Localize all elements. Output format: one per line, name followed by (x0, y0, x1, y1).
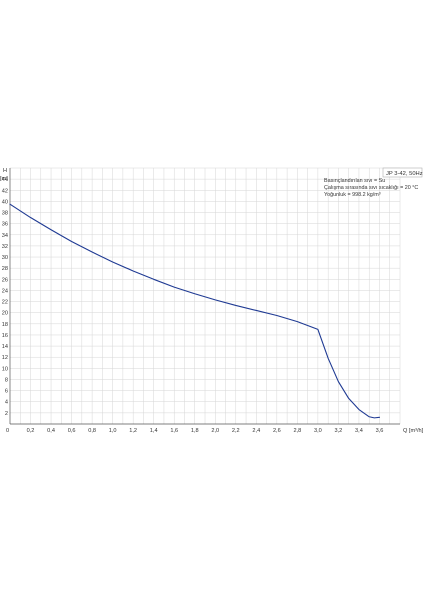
y-tick-label: 28 (2, 266, 8, 272)
series (9, 203, 381, 419)
annotation-temperature: Çalışma sırasında sıvı sıcaklığı = 20 °C (324, 185, 418, 191)
x-tick-label: 1,8 (191, 428, 199, 434)
y-tick-label: 4 (5, 400, 8, 406)
x-tick-label: 3,2 (335, 428, 343, 434)
x-tick-label: 2,4 (252, 428, 260, 434)
y-tick-label: 40 (2, 199, 8, 205)
tick-labels: 0,2 0,4 0,6 0,8 1,0 1,2 1,4 1,6 1,8 2,0 2,2 2,4 2,6 2… (2, 177, 384, 434)
y-tick-label: 44 (2, 177, 8, 183)
y-tick-label: 32 (2, 244, 8, 250)
x-tick-label: 1,2 (129, 428, 137, 434)
x-tick-label: 0,2 (27, 428, 35, 434)
y-tick-label: 18 (2, 322, 8, 328)
y-tick-label: 12 (2, 355, 8, 361)
axes (9, 168, 400, 425)
annotation-fluid: Basınçlandırılan sıvı = Su (324, 178, 385, 184)
pump-curve-line (9, 203, 381, 419)
chart-title: JP 3-42, 50Hz (386, 171, 423, 177)
x-tick-label: 2,8 (293, 428, 301, 434)
x-zero-label: 0 (6, 428, 9, 434)
annotation-density: Yoğunluk = 998.2 kg/m³ (324, 192, 381, 198)
gridlines (10, 167, 401, 424)
y-tick-label: 38 (2, 211, 8, 217)
y-tick-label: 8 (5, 377, 8, 383)
x-tick-label: 2,6 (273, 428, 281, 434)
y-tick-label: 24 (2, 288, 8, 294)
annotations: Basınçlandırılan sıvı = Su Çalışma sıras… (324, 178, 418, 198)
x-tick-label: 3,4 (355, 428, 363, 434)
y-tick-label: 10 (2, 366, 8, 372)
y-axis-top-label: H (3, 168, 7, 174)
title-box (382, 167, 423, 178)
x-tick-label: 2,0 (211, 428, 219, 434)
x-tick-label: 0,6 (68, 428, 76, 434)
x-tick-label: 3,0 (314, 428, 322, 434)
x-axis-label: Q [m³/h] (403, 428, 424, 434)
y-tick-label: 42 (2, 188, 8, 194)
x-tick-label: 2,2 (232, 428, 240, 434)
y-tick-label: 30 (2, 255, 8, 261)
y-tick-label: 20 (2, 311, 8, 317)
y-tick-label: 2 (5, 411, 8, 417)
x-tick-label: 1,6 (170, 428, 178, 434)
y-tick-label: 26 (2, 277, 8, 283)
y-tick-label: 34 (2, 233, 8, 239)
y-tick-label: 22 (2, 300, 8, 306)
x-tick-label: 1,0 (109, 428, 117, 434)
x-tick-label: 0,4 (47, 428, 55, 434)
x-tick-label: 0,8 (88, 428, 96, 434)
y-axis-unit-label: [m] (0, 176, 8, 182)
x-tick-label: 1,4 (150, 428, 158, 434)
y-tick-label: 36 (2, 222, 8, 228)
y-tick-label: 14 (2, 344, 8, 350)
y-tick-label: 16 (2, 333, 8, 339)
legend-box: JP 3-42, 50Hz (382, 167, 423, 178)
x-tick-label: 3,6 (376, 428, 384, 434)
y-tick-label: 6 (5, 389, 8, 395)
